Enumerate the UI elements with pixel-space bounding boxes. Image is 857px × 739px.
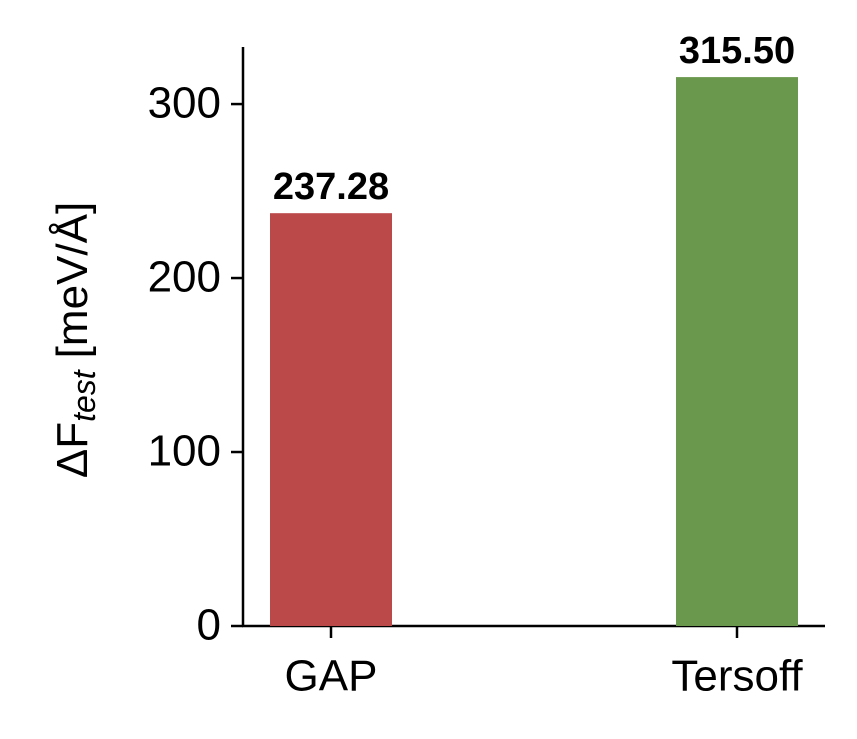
y-tick-label: 100 — [148, 427, 221, 476]
y-tick-label: 300 — [148, 79, 221, 128]
y-tick-label: 0 — [197, 601, 221, 650]
x-tick-label: GAP — [285, 652, 378, 701]
y-tick-label: 200 — [148, 253, 221, 302]
value-label: 315.50 — [679, 30, 795, 72]
bar — [676, 77, 798, 626]
y-label-sub: test — [66, 369, 102, 422]
y-label-unit: [meV/Å] — [48, 202, 97, 359]
bar — [270, 213, 392, 626]
y-label-main: ΔF — [48, 422, 97, 478]
value-label: 237.28 — [273, 166, 389, 208]
y-axis-label: ΔFtest [meV/Å] — [48, 202, 103, 478]
x-tick-label: Tersoff — [671, 652, 803, 701]
